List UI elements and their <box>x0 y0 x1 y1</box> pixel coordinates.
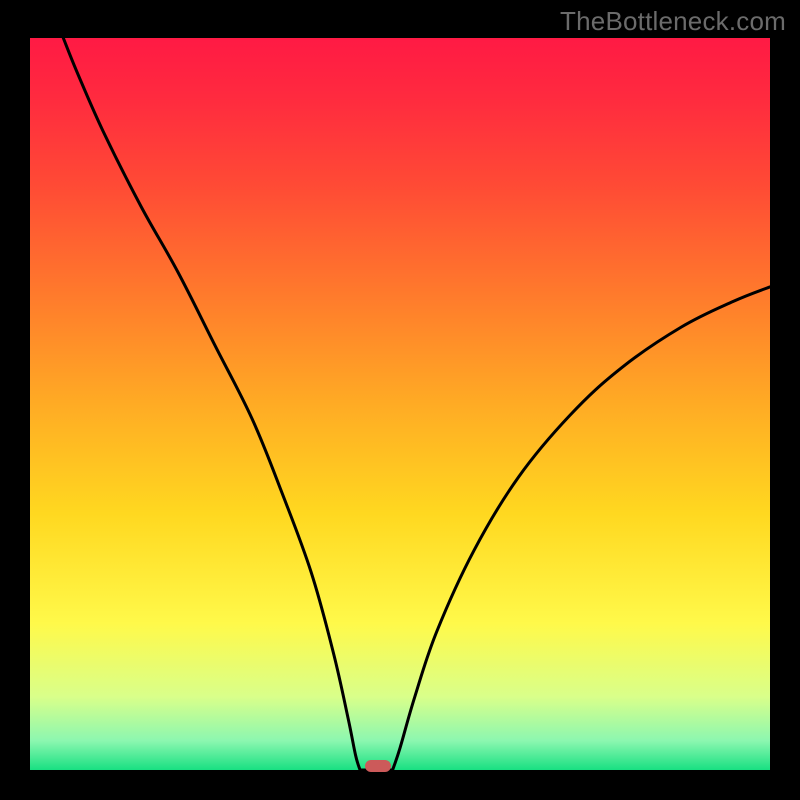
optimum-marker <box>365 760 391 772</box>
watermark-text: TheBottleneck.com <box>560 6 786 37</box>
plot-area <box>30 38 770 770</box>
